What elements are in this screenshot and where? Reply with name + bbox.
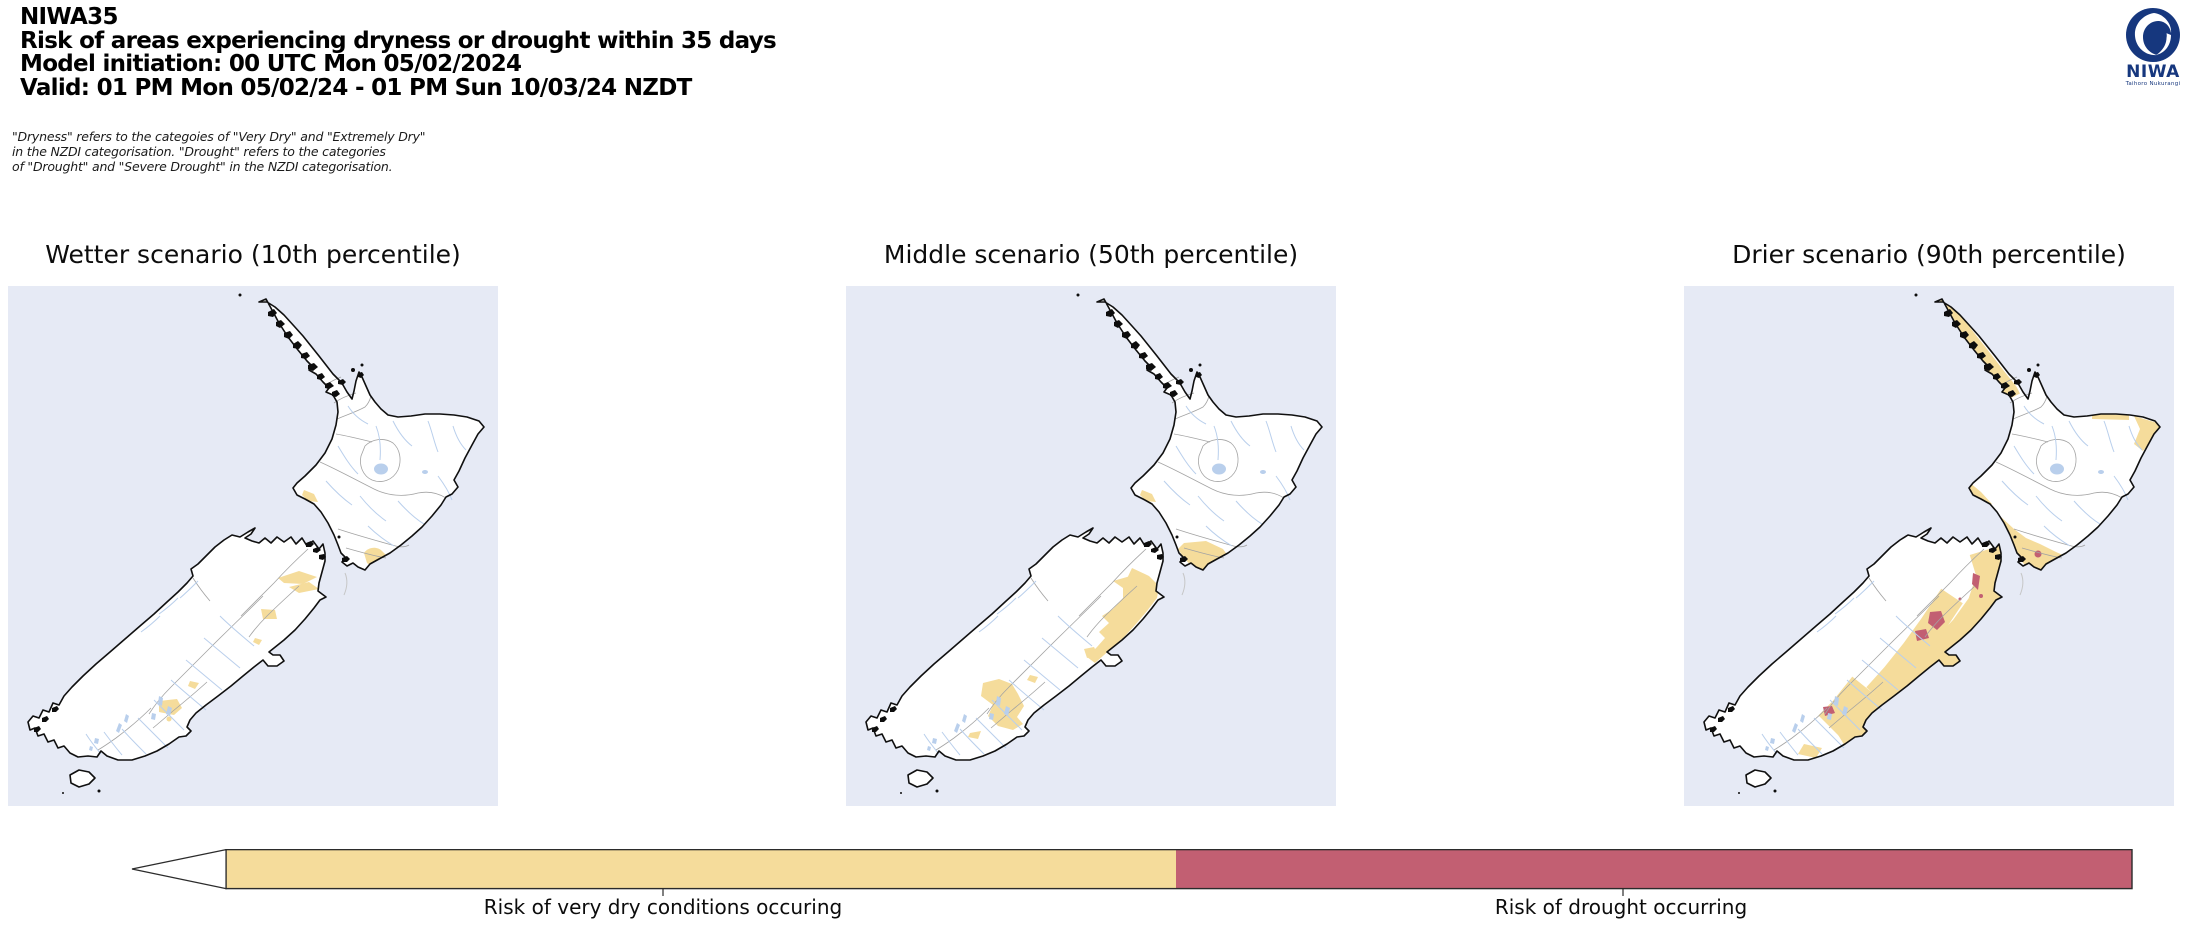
map-wetter-scenario: [8, 286, 498, 806]
legend-arrow-icon: [131, 849, 227, 890]
note-line-2: in the NZDI categorisation. "Drought" re…: [12, 144, 386, 159]
product-name: NIWA35: [20, 4, 118, 30]
valid-period: Valid: 01 PM Mon 05/02/24 - 01 PM Sun 10…: [20, 74, 692, 101]
panel-title-drier: Drier scenario (90th percentile): [1732, 240, 2126, 269]
model-initiation: Model initiation: 00 UTC Mon 05/02/2024: [20, 51, 522, 77]
panel-title-wetter: Wetter scenario (10th percentile): [45, 240, 461, 269]
niwa-koru-icon: [2126, 8, 2180, 62]
legend-drought-segment: [1176, 849, 2132, 889]
map-middle-scenario: [846, 286, 1336, 806]
map-drier-scenario: [1684, 286, 2174, 806]
note-line-1: "Dryness" refers to the categoies of "Ve…: [12, 129, 426, 144]
niwa-logo: NIWA Taihoro Nukurangi: [2122, 7, 2184, 88]
nzdi-definition-note: "Dryness" refers to the categoies of "Ve…: [12, 129, 426, 174]
panel-title-middle: Middle scenario (50th percentile): [883, 240, 1299, 269]
figure-title: Risk of areas experiencing dryness or dr…: [20, 27, 777, 54]
header-title-block: NIWA35 Risk of areas experiencing drynes…: [20, 4, 777, 101]
niwa-logo-wordmark: NIWA: [2126, 62, 2180, 82]
niwa-logo-subtitle: Taihoro Nukurangi: [2125, 81, 2181, 87]
legend-very-dry-segment: [226, 849, 1176, 889]
legend-label-very-dry: Risk of very dry conditions occuring: [483, 895, 843, 919]
legend-label-drought: Risk of drought occurring: [1494, 895, 1748, 919]
note-line-3: of "Drought" and "Severe Drought" in the…: [12, 159, 393, 174]
risk-legend: [131, 849, 2133, 896]
